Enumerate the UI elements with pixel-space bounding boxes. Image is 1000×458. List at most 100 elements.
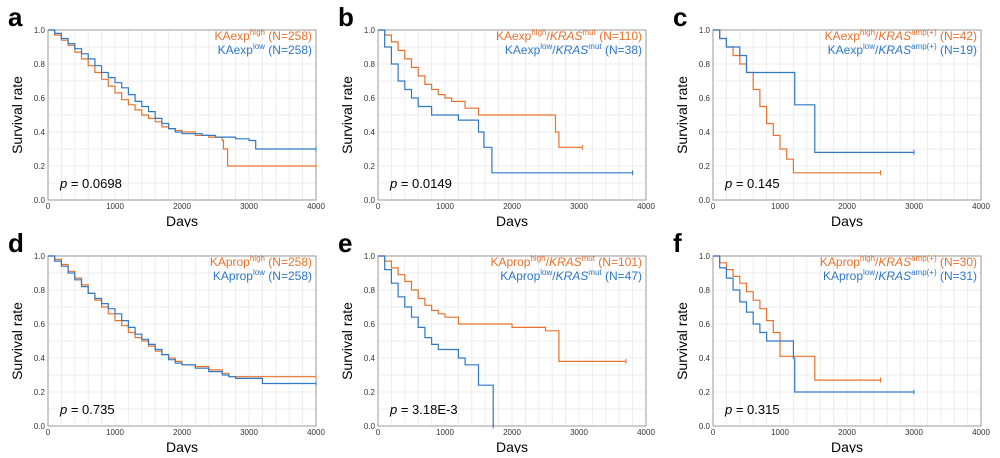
y-tick-label: 0.2 (364, 162, 376, 171)
y-tick-label: 0.0 (699, 196, 711, 205)
y-axis-label: Survival rate (674, 302, 690, 380)
panel-c: c 0.0 0.2 0.4 0.6 0.8 1.0 0 1000 2000 3000 4000 Days… (665, 0, 1000, 229)
y-tick-label: 0.6 (364, 320, 376, 329)
legend-entry: KAexphigh (N=258) (214, 28, 312, 43)
y-tick-label: 1.0 (364, 26, 376, 35)
y-tick-label: 0.4 (699, 128, 711, 137)
km-plot: 0.0 0.2 0.4 0.6 0.8 1.0 0 1000 2000 3000 4000 Days S… (9, 26, 325, 229)
x-tick-label: 4000 (637, 202, 655, 211)
y-axis-label: Survival rate (339, 302, 355, 380)
x-tick-label: 0 (376, 428, 381, 437)
panel-e: e 0.0 0.2 0.4 0.6 0.8 1.0 0 1000 2000 3000 4000 Days… (330, 226, 665, 455)
x-tick-label: 4000 (307, 428, 325, 437)
x-tick-label: 4000 (972, 428, 990, 437)
x-axis-label: Days (496, 213, 528, 227)
survival-curve (378, 255, 626, 362)
x-tick-label: 0 (46, 428, 51, 437)
y-tick-label: 0.2 (364, 388, 376, 397)
y-tick-label: 0.0 (34, 422, 46, 431)
legend-entry: KAproplow/KRASmut (N=47) (500, 268, 642, 283)
x-tick-label: 0 (376, 202, 381, 211)
legend-entry: KAprophigh/KRASamp(+) (N=30) (820, 254, 977, 269)
x-tick-label: 3000 (905, 428, 923, 437)
x-axis-label: Days (496, 439, 528, 453)
panel-letter: c (673, 2, 688, 32)
x-tick-label: 1000 (106, 202, 124, 211)
x-tick-label: 1000 (771, 428, 789, 437)
legend-entry: KAproplow (N=258) (213, 268, 312, 283)
x-axis-label: Days (166, 439, 198, 453)
y-tick-label: 1.0 (364, 252, 376, 261)
panel-letter: d (8, 228, 24, 258)
x-tick-label: 2000 (173, 428, 191, 437)
legend-entry: KAexplow/KRASmut (N=38) (505, 42, 642, 57)
y-axis-label: Survival rate (9, 302, 25, 380)
p-value: p = 3.18E-3 (389, 402, 458, 417)
y-tick-label: 0.4 (34, 128, 46, 137)
y-tick-label: 0.2 (34, 388, 46, 397)
y-tick-label: 1.0 (699, 26, 711, 35)
y-tick-label: 0.6 (34, 320, 46, 329)
x-tick-label: 3000 (905, 202, 923, 211)
y-tick-label: 0.0 (34, 196, 46, 205)
x-tick-label: 0 (711, 428, 716, 437)
x-tick-label: 1000 (436, 428, 454, 437)
x-axis-label: Days (831, 213, 863, 227)
y-tick-label: 0.6 (699, 94, 711, 103)
p-value: p = 0.145 (724, 176, 780, 191)
legend-entry: KAproplow/KRASamp(+) (N=31) (823, 268, 977, 283)
y-tick-label: 0.8 (699, 60, 711, 69)
x-axis-label: Days (166, 213, 198, 227)
survival-curve (378, 29, 633, 174)
x-tick-label: 3000 (240, 428, 258, 437)
km-plot: 0.0 0.2 0.4 0.6 0.8 1.0 0 1000 2000 3000 4000 Days S… (674, 252, 990, 455)
legend-entry: KAexplow/KRASamp(+) (N=19) (828, 42, 977, 57)
plot-frame (377, 29, 647, 201)
survival-curve (378, 255, 494, 426)
legend-entry: KAexplow (N=258) (218, 42, 312, 57)
km-plot: 0.0 0.2 0.4 0.6 0.8 1.0 0 1000 2000 3000 4000 Days S… (339, 26, 655, 229)
survival-curve (378, 29, 583, 148)
y-tick-label: 1.0 (699, 252, 711, 261)
y-tick-label: 0.4 (364, 354, 376, 363)
legend-entry: KAprophigh (N=258) (210, 254, 312, 269)
panel-d: d 0.0 0.2 0.4 0.6 0.8 1.0 0 1000 2000 3000 4000 Days… (0, 226, 330, 455)
y-tick-label: 0.0 (699, 422, 711, 431)
y-tick-label: 0.6 (699, 320, 711, 329)
legend-entry: KAexphigh/KRASamp(+) (N=42) (825, 28, 977, 43)
p-value: p = 0.315 (724, 402, 780, 417)
panel-letter: a (8, 2, 23, 32)
plot-frame (712, 255, 982, 427)
y-tick-label: 0.6 (34, 94, 46, 103)
y-axis-label: Survival rate (9, 76, 25, 154)
x-tick-label: 2000 (503, 428, 521, 437)
plot-frame (47, 29, 317, 201)
x-tick-label: 3000 (570, 428, 588, 437)
y-tick-label: 0.0 (364, 422, 376, 431)
survival-curve (48, 255, 316, 385)
survival-curve (48, 29, 316, 150)
x-tick-label: 2000 (173, 202, 191, 211)
legend-entry: KAexphigh/KRASmut (N=110) (496, 28, 642, 43)
x-tick-label: 2000 (838, 428, 856, 437)
panel-f: f 0.0 0.2 0.4 0.6 0.8 1.0 0 1000 2000 3000 4000 Days… (665, 226, 1000, 455)
km-plot: 0.0 0.2 0.4 0.6 0.8 1.0 0 1000 2000 3000 4000 Days S… (339, 252, 655, 455)
panel-letter: b (338, 2, 354, 32)
y-tick-label: 0.8 (34, 60, 46, 69)
x-tick-label: 1000 (106, 428, 124, 437)
x-tick-label: 4000 (972, 202, 990, 211)
y-tick-label: 0.8 (364, 286, 376, 295)
panel-letter: f (673, 228, 682, 258)
x-tick-label: 3000 (240, 202, 258, 211)
legend-entry: KAprophigh/KRASmut (N=101) (490, 254, 642, 269)
panel-letter: e (338, 228, 353, 258)
plot-frame (47, 255, 317, 427)
y-tick-label: 0.2 (699, 162, 711, 171)
x-tick-label: 3000 (570, 202, 588, 211)
x-tick-label: 0 (46, 202, 51, 211)
p-value: p = 0.0698 (59, 176, 122, 191)
y-tick-label: 0.8 (699, 286, 711, 295)
km-plot: 0.0 0.2 0.4 0.6 0.8 1.0 0 1000 2000 3000 4000 Days S… (674, 26, 990, 229)
y-tick-label: 0.0 (364, 196, 376, 205)
